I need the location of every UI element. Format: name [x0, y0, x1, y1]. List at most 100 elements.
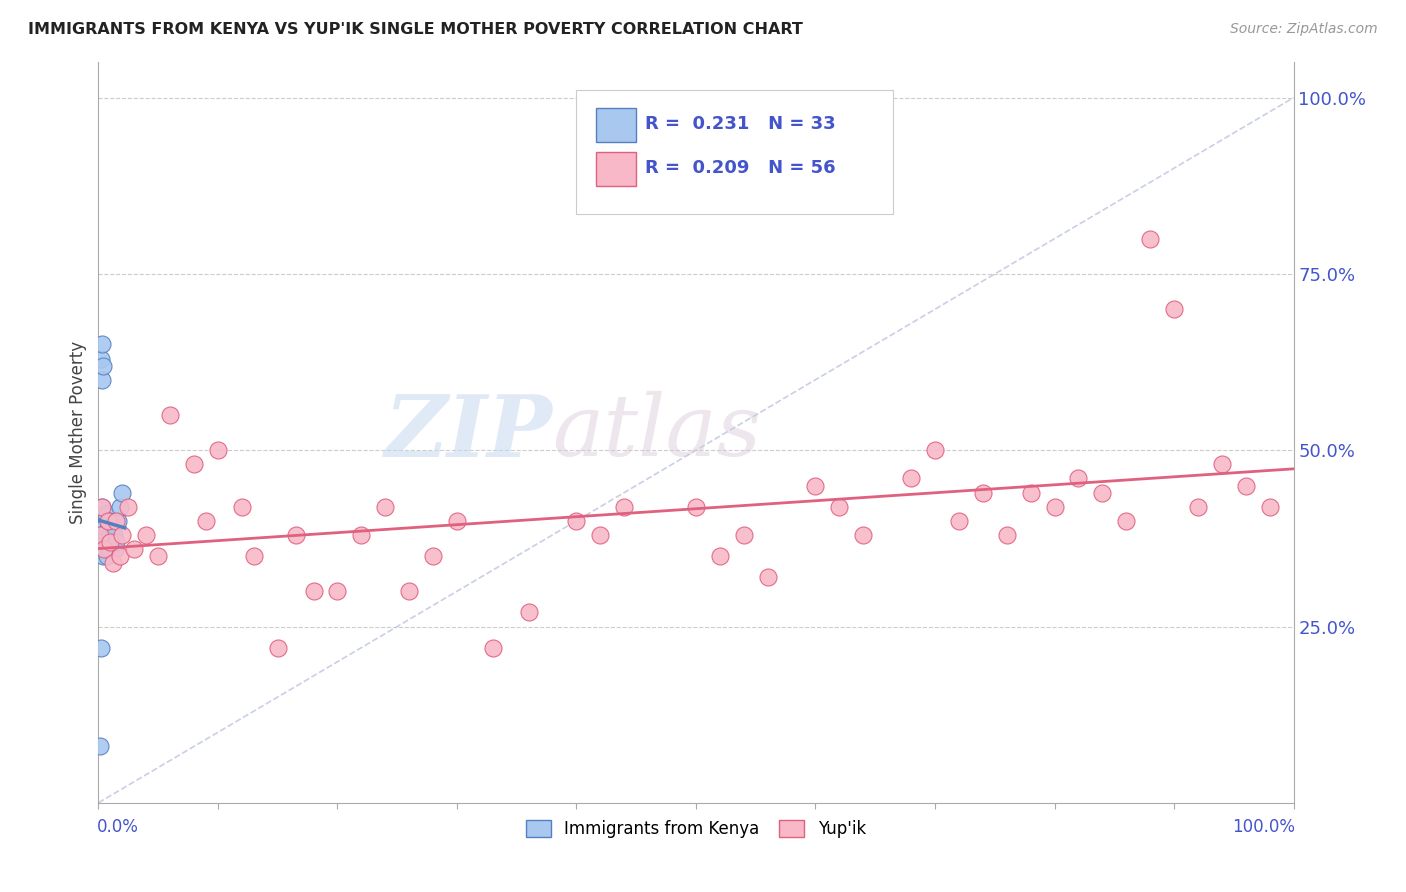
Text: atlas: atlas — [553, 392, 762, 474]
Point — [108, 500, 131, 514]
Point — [422, 549, 444, 563]
Point — [107, 514, 129, 528]
Point — [89, 528, 111, 542]
Point — [195, 514, 218, 528]
Point — [97, 521, 120, 535]
Point — [91, 373, 114, 387]
Point — [995, 528, 1018, 542]
Point — [89, 528, 111, 542]
Point — [91, 337, 114, 351]
Text: R =  0.209   N = 56: R = 0.209 N = 56 — [644, 160, 835, 178]
Point — [1187, 500, 1209, 514]
Point — [350, 528, 373, 542]
Text: R =  0.231   N = 33: R = 0.231 N = 33 — [644, 115, 835, 133]
Point — [98, 514, 121, 528]
Point — [91, 528, 114, 542]
Point — [613, 500, 636, 514]
Point — [90, 541, 112, 556]
Point — [685, 500, 707, 514]
Point — [267, 640, 290, 655]
Point — [91, 359, 114, 373]
Point — [565, 514, 588, 528]
Point — [90, 514, 112, 528]
Point — [828, 500, 851, 514]
Point — [96, 528, 118, 542]
Point — [852, 528, 875, 542]
Point — [100, 535, 122, 549]
Point — [733, 528, 755, 542]
Point — [1115, 514, 1137, 528]
Point — [804, 478, 827, 492]
Point — [90, 351, 112, 366]
Point — [98, 535, 122, 549]
Point — [446, 514, 468, 528]
Point — [93, 541, 115, 556]
Point — [105, 514, 128, 528]
Point — [105, 535, 128, 549]
Point — [117, 500, 139, 514]
Point — [231, 500, 253, 514]
Point — [101, 556, 124, 570]
Point — [159, 408, 181, 422]
Point — [709, 549, 731, 563]
Point — [589, 528, 612, 542]
Point — [89, 739, 111, 754]
Text: 0.0%: 0.0% — [97, 819, 139, 837]
Y-axis label: Single Mother Poverty: Single Mother Poverty — [69, 341, 87, 524]
Text: ZIP: ZIP — [385, 391, 553, 475]
Point — [1234, 478, 1257, 492]
Point — [91, 500, 114, 514]
Point — [183, 458, 205, 472]
Point — [924, 443, 946, 458]
Point — [108, 549, 131, 563]
Point — [98, 528, 122, 542]
Text: Source: ZipAtlas.com: Source: ZipAtlas.com — [1230, 22, 1378, 37]
FancyBboxPatch shape — [596, 108, 636, 142]
Point — [94, 507, 117, 521]
Point — [90, 640, 112, 655]
Point — [243, 549, 266, 563]
Point — [207, 443, 229, 458]
Point — [97, 514, 120, 528]
Point — [91, 535, 114, 549]
Point — [481, 640, 505, 655]
Point — [124, 541, 146, 556]
Point — [96, 549, 118, 563]
Legend: Immigrants from Kenya, Yup'ik: Immigrants from Kenya, Yup'ik — [517, 812, 875, 847]
Point — [1211, 458, 1233, 472]
Point — [91, 549, 114, 563]
Point — [148, 549, 170, 563]
Text: IMMIGRANTS FROM KENYA VS YUP'IK SINGLE MOTHER POVERTY CORRELATION CHART: IMMIGRANTS FROM KENYA VS YUP'IK SINGLE M… — [28, 22, 803, 37]
Point — [91, 500, 114, 514]
Point — [101, 521, 124, 535]
Point — [326, 584, 349, 599]
Point — [111, 528, 134, 542]
Point — [98, 535, 121, 549]
Point — [1091, 485, 1114, 500]
Point — [302, 584, 325, 599]
Point — [756, 570, 779, 584]
Point — [948, 514, 970, 528]
Point — [135, 528, 157, 542]
Point — [93, 541, 115, 556]
Point — [284, 528, 307, 542]
Point — [93, 521, 115, 535]
Point — [1163, 302, 1185, 317]
Point — [374, 500, 396, 514]
Text: 100.0%: 100.0% — [1232, 819, 1295, 837]
Point — [97, 541, 120, 556]
Point — [972, 485, 994, 500]
Point — [1258, 500, 1281, 514]
FancyBboxPatch shape — [576, 90, 893, 214]
Point — [104, 541, 127, 556]
Point — [517, 606, 540, 620]
Point — [1067, 471, 1090, 485]
Point — [98, 541, 122, 556]
Point — [103, 528, 125, 542]
Point — [111, 485, 134, 500]
FancyBboxPatch shape — [596, 152, 636, 186]
Point — [1043, 500, 1066, 514]
Point — [94, 535, 117, 549]
Point — [398, 584, 420, 599]
Point — [1019, 485, 1042, 500]
